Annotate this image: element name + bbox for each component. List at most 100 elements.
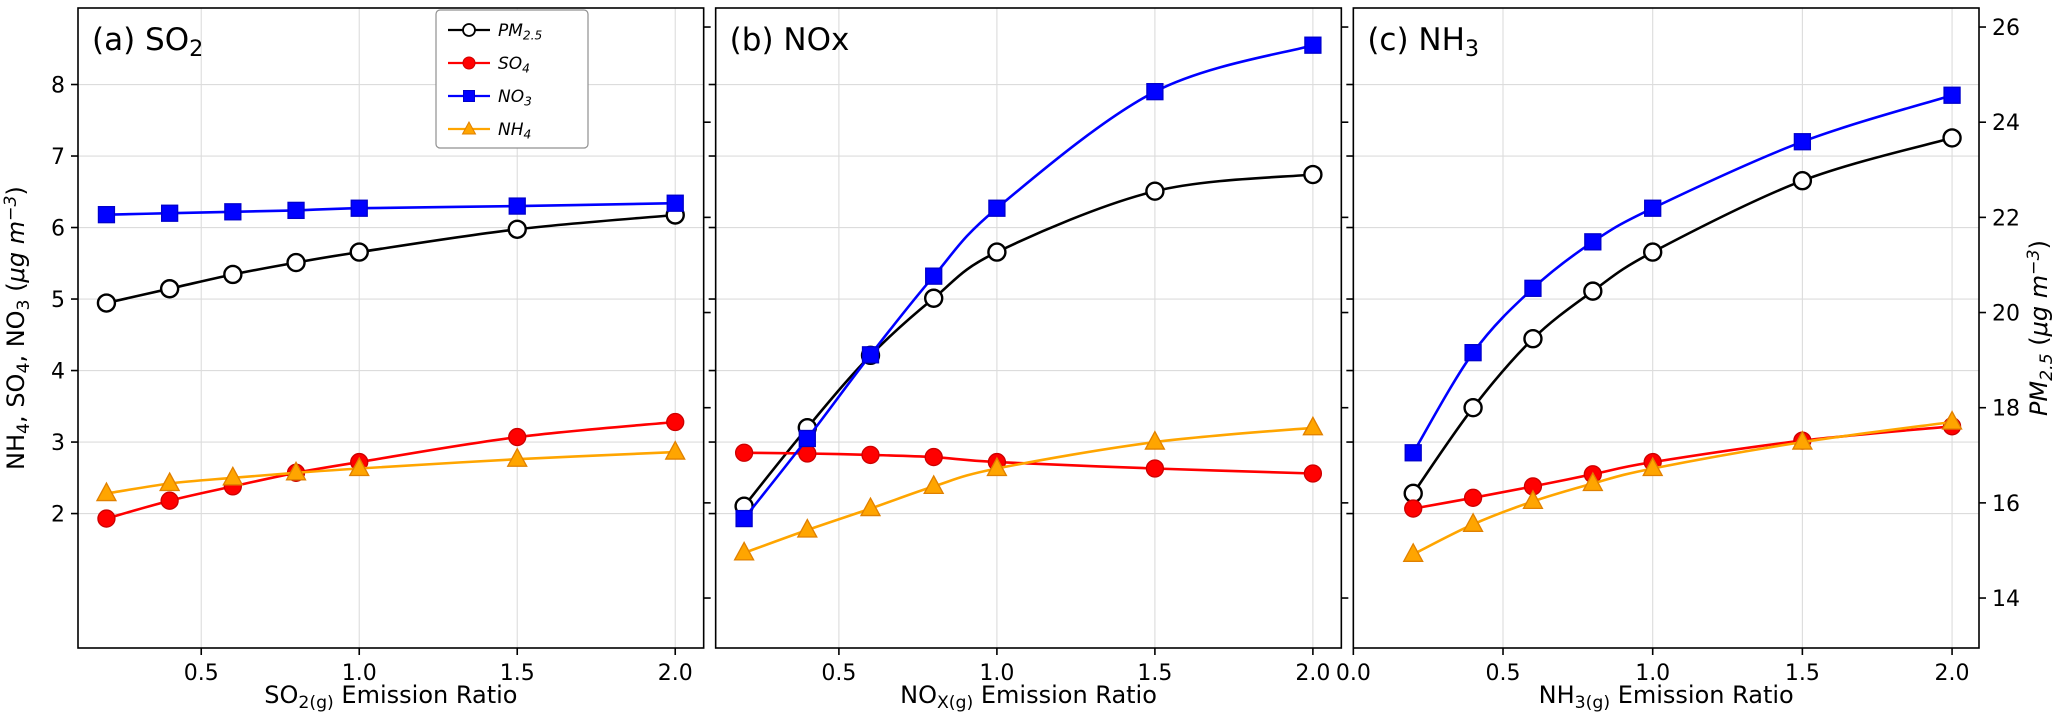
series-marker-NO3 bbox=[1146, 83, 1164, 101]
series-marker-NO3 bbox=[1464, 344, 1482, 362]
series-marker-NO3 bbox=[1943, 86, 1961, 104]
series-marker-NO3 bbox=[1584, 233, 1602, 251]
x-axis-label: NH3(g) Emission Ratio bbox=[1539, 681, 1794, 713]
x-tick-label: 2.0 bbox=[1935, 661, 1970, 686]
series-marker-NH4 bbox=[859, 496, 882, 517]
series-marker-NO3 bbox=[861, 346, 880, 364]
series-marker-SO4 bbox=[97, 509, 116, 528]
series-marker-NH4 bbox=[222, 465, 244, 486]
panel-b: 0.5 1.0 1.5 2.0 (b) NOx NOX(g) Emission Ratio bbox=[708, 7, 1349, 713]
panel-title: (b) NOx bbox=[730, 22, 850, 58]
series-marker-NH4 bbox=[1462, 512, 1484, 532]
legend-label-NO3: NO3 bbox=[498, 87, 532, 108]
legend-label-PM2.5: PM2.5 bbox=[498, 21, 543, 42]
series-marker-PM2.5 bbox=[924, 288, 944, 308]
series-marker-PM2.5 bbox=[987, 242, 1007, 262]
x-tick-label: 2.0 bbox=[658, 661, 693, 686]
series-marker-PM2.5 bbox=[1145, 181, 1165, 201]
x-axis-label: SO2(g) Emission Ratio bbox=[264, 681, 517, 713]
series-marker-NH4 bbox=[1582, 471, 1604, 492]
left-y-tick-label: 3 bbox=[51, 431, 65, 456]
series-marker-SO4 bbox=[924, 447, 943, 467]
series-marker-PM2.5 bbox=[1792, 171, 1813, 191]
left-y-tick-label: 4 bbox=[51, 360, 65, 385]
series-marker-PM2.5 bbox=[349, 242, 369, 262]
series-marker-NO3 bbox=[798, 429, 816, 448]
series-marker-SO4 bbox=[666, 412, 685, 432]
right-y-tick-label: 24 bbox=[1992, 111, 2020, 136]
series-marker-NO3 bbox=[160, 204, 179, 222]
series-marker-NH4 bbox=[986, 456, 1008, 477]
series-marker-SO4 bbox=[508, 427, 527, 447]
left-y-tick-label: 2 bbox=[51, 503, 65, 528]
left-y-tick-label: 6 bbox=[51, 217, 65, 242]
series-marker-NO3 bbox=[988, 199, 1006, 217]
series-marker-NO3 bbox=[350, 199, 368, 217]
panel-c: 14 16 18 20 22 24 26 0.0 0.5 1.0 1.5 2.0 (c) NH3 NH3(… bbox=[1336, 7, 2020, 713]
series-marker-NO3 bbox=[1644, 199, 1662, 217]
x-tick-label: 1.5 bbox=[1785, 661, 1820, 686]
legend-marker-NH4 bbox=[461, 120, 477, 135]
series-marker-NH4 bbox=[733, 541, 755, 561]
series-marker-NH4 bbox=[159, 471, 181, 492]
series-marker-NH4 bbox=[1402, 542, 1424, 562]
series-marker-PM2.5 bbox=[1523, 329, 1543, 349]
series-marker-PM2.5 bbox=[1463, 398, 1483, 418]
left-y-axis-label: NH4, SO4, NO3 (μg m−3) bbox=[1, 186, 34, 470]
series-marker-NH4 bbox=[285, 460, 307, 481]
x-tick-label: 0.5 bbox=[821, 661, 856, 686]
series-marker-PM2.5 bbox=[286, 252, 306, 273]
series-marker-SO4 bbox=[160, 491, 179, 510]
series-marker-NO3 bbox=[1404, 444, 1422, 462]
series-marker-NH4 bbox=[1302, 415, 1324, 436]
series-marker-PM2.5 bbox=[1642, 242, 1663, 262]
right-y-axis-label: PM2.5 (μg m−3) bbox=[2024, 240, 2057, 416]
series-marker-NH4 bbox=[796, 518, 818, 538]
legend-label-NH4: NH4 bbox=[498, 120, 531, 141]
legend-marker-NO3 bbox=[463, 90, 475, 102]
left-y-tick-label: 5 bbox=[51, 288, 65, 313]
right-y-tick-label: 18 bbox=[1992, 397, 2020, 422]
legend-box bbox=[435, 9, 589, 149]
series-marker-NH4 bbox=[664, 440, 686, 460]
series-marker-NH4 bbox=[95, 481, 118, 502]
panel-a: 2 3 4 5 6 7 8 0.5 1.0 1.5 2.0 (a) SO2 SO2(g) Emissio… bbox=[51, 7, 711, 713]
series-marker-NO3 bbox=[735, 509, 753, 528]
x-tick-label: 0.0 bbox=[1336, 661, 1371, 686]
axes-spines bbox=[714, 7, 1343, 649]
series-marker-NH4 bbox=[1791, 430, 1813, 450]
series-marker-PM2.5 bbox=[1303, 164, 1323, 185]
right-y-tick-label: 16 bbox=[1992, 492, 2020, 517]
axes-spines bbox=[77, 7, 705, 649]
left-y-tick-label: 7 bbox=[51, 145, 65, 170]
series-marker-SO4 bbox=[861, 445, 880, 465]
series-marker-NH4 bbox=[1144, 430, 1166, 450]
legend-marker-SO4 bbox=[462, 56, 476, 70]
series-marker-PM2.5 bbox=[159, 279, 180, 299]
legend-marker-PM2.5 bbox=[462, 23, 476, 37]
series-marker-NH4 bbox=[1522, 489, 1544, 510]
series-marker-PM2.5 bbox=[1583, 281, 1603, 301]
x-axis-label: NOX(g) Emission Ratio bbox=[900, 681, 1157, 713]
series-marker-SO4 bbox=[1303, 464, 1323, 483]
series-marker-PM2.5 bbox=[1942, 128, 1962, 148]
series-marker-NO3 bbox=[925, 267, 943, 285]
series-marker-NO3 bbox=[287, 201, 305, 220]
series-marker-NH4 bbox=[506, 447, 528, 467]
series-marker-SO4 bbox=[734, 443, 754, 462]
series-marker-NO3 bbox=[666, 194, 684, 212]
axes-spines bbox=[1352, 7, 1980, 649]
panel-title: (a) SO2 bbox=[92, 22, 203, 62]
x-tick-label: 1.5 bbox=[500, 661, 535, 686]
series-marker-PM2.5 bbox=[223, 264, 243, 285]
x-tick-label: 1.0 bbox=[979, 661, 1014, 686]
left-y-tick-label: 8 bbox=[51, 74, 65, 99]
series-marker-PM2.5 bbox=[507, 219, 527, 239]
x-tick-label: 0.5 bbox=[1486, 661, 1521, 686]
panel-title: (c) NH3 bbox=[1367, 22, 1479, 62]
series-marker-NO3 bbox=[1793, 133, 1812, 151]
legend: PM2.5 SO4 NO3 NH4 bbox=[435, 9, 589, 149]
